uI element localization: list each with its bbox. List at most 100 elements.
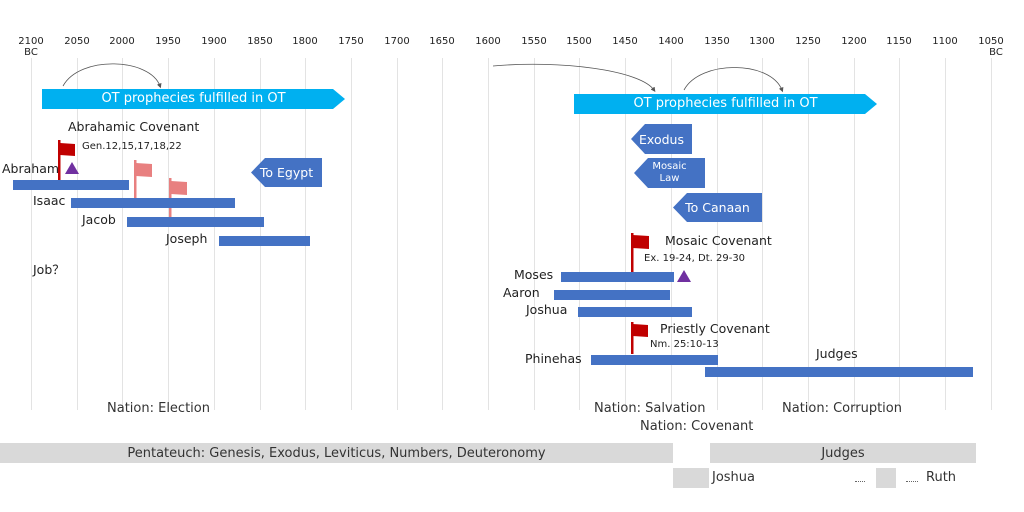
axis-tick-label: 1500 [566, 36, 592, 47]
axis-tick-label: 2050 [64, 36, 90, 47]
priestly-covenant-ref: Nm. 25:10-13 [650, 339, 719, 350]
grid-line [808, 58, 809, 410]
person-label-abraham: Abraham [2, 161, 60, 176]
person-label-joseph: Joseph [166, 231, 208, 246]
to-canaan-arrow: To Canaan [673, 193, 762, 222]
ruth-dotted-leader-left [855, 481, 865, 482]
ruth-dotted-leader-right [906, 481, 918, 482]
abrahamic-covenant-title: Abrahamic Covenant [68, 119, 200, 134]
person-label-isaac: Isaac [33, 193, 66, 208]
person-label-joshua: Joshua [526, 302, 568, 317]
lifespan-bar-jacob [127, 217, 264, 227]
axis-tick-label: 1950 [155, 36, 181, 47]
nation-label-corruption: Nation: Corruption [782, 401, 902, 416]
era-label-right: BC [989, 47, 1003, 58]
period-bar-judges [705, 367, 973, 377]
period-label-judges: Judges [816, 346, 858, 361]
grid-line [899, 58, 900, 410]
nation-label-covenant: Nation: Covenant [640, 419, 754, 434]
axis-tick-label: 1400 [658, 36, 684, 47]
lifespan-bar-abraham [13, 180, 129, 190]
grid-line [625, 58, 626, 410]
axis-tick-label: 1600 [475, 36, 501, 47]
lifespan-bar-phinehas [591, 355, 718, 365]
axis-tick-label: 1300 [749, 36, 775, 47]
axis-tick-label: 1100 [932, 36, 958, 47]
grid-line [488, 58, 489, 410]
lifespan-bar-joseph [219, 236, 310, 246]
grid-line [168, 58, 169, 410]
mosaic-law-label-line1: Mosaic [652, 161, 687, 172]
grid-line [945, 58, 946, 410]
grid-line [77, 58, 78, 410]
prophecy-arrow-left: OT prophecies fulfilled in OT [42, 89, 345, 109]
mosaic-law-label-line2: Law [659, 173, 680, 184]
connector-curve-mid [492, 63, 656, 92]
flag-icon-priestly [631, 322, 648, 354]
book-label-ruth: Ruth [926, 470, 957, 485]
book-band-ruth [876, 468, 896, 488]
flag-icon-mosaic [631, 233, 649, 273]
grid-line [31, 58, 32, 410]
grid-line [397, 58, 398, 410]
axis-tick-label: 1800 [292, 36, 318, 47]
axis-tick-label: 1550 [521, 36, 547, 47]
book-band-joshua [673, 468, 709, 488]
to-egypt-arrow: To Egypt [251, 158, 322, 187]
triangle-marker-abraham [65, 162, 79, 174]
mosaic-law-arrow: Mosaic Law [634, 158, 705, 188]
grid-line [991, 58, 992, 410]
grid-line [671, 58, 672, 410]
grid-line [351, 58, 352, 410]
mosaic-covenant-ref: Ex. 19-24, Dt. 29-30 [644, 253, 746, 264]
triangle-marker-moses [677, 270, 691, 282]
axis-tick-label: 1900 [201, 36, 227, 47]
prophecy-arrow-right: OT prophecies fulfilled in OT [574, 94, 877, 114]
person-label-job: Job？ [33, 262, 65, 277]
priestly-covenant-title: Priestly Covenant [660, 321, 770, 336]
nation-label-election: Nation: Election [107, 401, 210, 416]
era-label-left: BC [24, 47, 38, 58]
lifespan-bar-moses [561, 272, 674, 282]
grid-line [214, 58, 215, 410]
person-label-phinehas: Phinehas [525, 351, 582, 366]
lifespan-bar-isaac [71, 198, 235, 208]
axis-tick-label: 1450 [612, 36, 638, 47]
grid-line [579, 58, 580, 410]
book-label-joshua: Joshua [712, 470, 756, 485]
book-band-judges: Judges [710, 443, 976, 463]
person-label-jacob: Jacob [82, 212, 116, 227]
axis-tick-label: 1750 [338, 36, 364, 47]
flag-icon-isaac [134, 160, 152, 200]
axis-tick-label: 1650 [429, 36, 455, 47]
to-egypt-label: To Egypt [259, 165, 314, 180]
grid-line [305, 58, 306, 410]
to-canaan-label: To Canaan [685, 200, 750, 215]
axis-tick-label: 2000 [109, 36, 135, 47]
grid-line [534, 58, 535, 410]
grid-line [122, 58, 123, 410]
person-label-aaron: Aaron [503, 285, 540, 300]
axis-tick-label: 2100 [18, 36, 44, 47]
axis-tick-label: 1050 [978, 36, 1004, 47]
axis-tick-label: 1350 [704, 36, 730, 47]
grid-line [717, 58, 718, 410]
nation-label-salvation: Nation: Salvation [594, 401, 706, 416]
book-band-pentateuch: Pentateuch: Genesis, Exodus, Leviticus, … [0, 443, 673, 463]
connector-curve-left [62, 63, 162, 89]
flag-icon-abrahamic [58, 140, 75, 184]
grid-line [442, 58, 443, 410]
axis-tick-label: 1150 [886, 36, 912, 47]
grid-line [854, 58, 855, 410]
mosaic-covenant-title: Mosaic Covenant [665, 233, 772, 248]
axis-tick-label: 1200 [841, 36, 867, 47]
person-label-moses: Moses [514, 267, 554, 282]
axis-tick-label: 1250 [795, 36, 821, 47]
abrahamic-covenant-ref: Gen.12,15,17,18,22 [82, 141, 182, 152]
axis-tick-label: 1700 [384, 36, 410, 47]
grid-line [762, 58, 763, 410]
lifespan-bar-joshua [578, 307, 692, 317]
exodus-arrow: Exodus [631, 124, 692, 154]
